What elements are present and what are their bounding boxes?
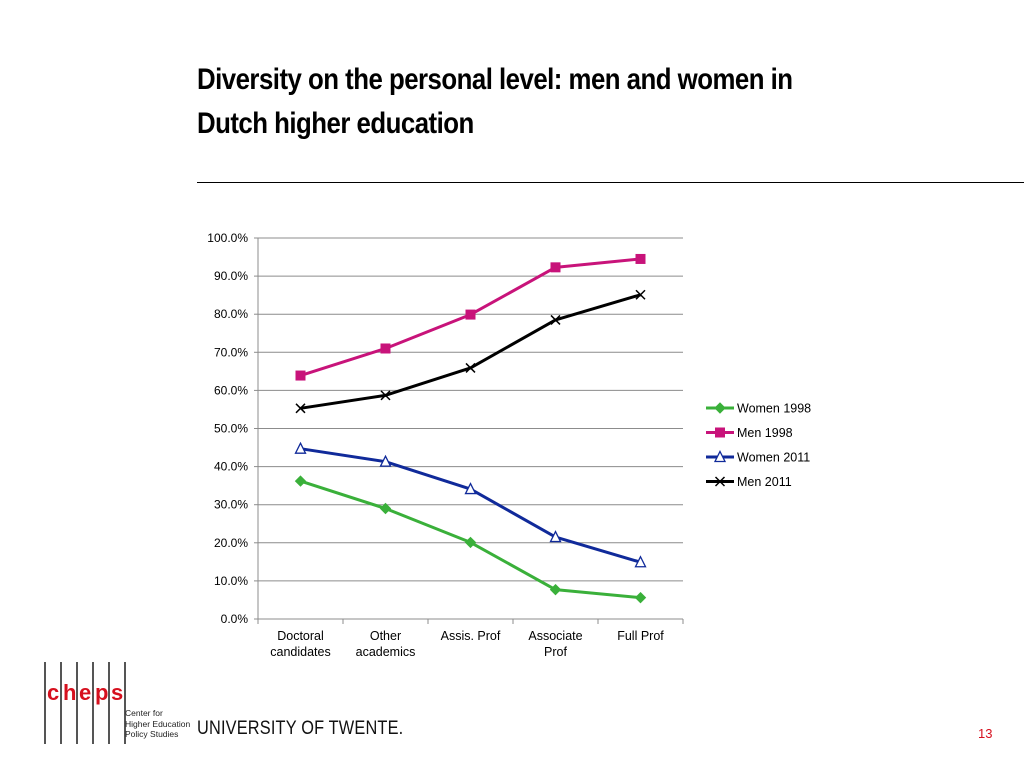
y-tick-label: 90.0% [214,269,248,283]
logo-bar [108,662,110,744]
y-tick-label: 50.0% [214,422,248,436]
data-point [380,343,391,354]
legend-label: Men 2011 [737,475,792,489]
legend-marker [714,476,726,487]
legend-label: Men 1998 [737,426,793,440]
data-point [550,314,561,325]
legend-marker [714,402,726,414]
logo-letter: e [79,680,92,705]
data-point [549,583,562,596]
data-point [549,530,562,543]
y-tick-label: 100.0% [207,231,248,245]
title-divider [197,182,1024,183]
data-point [464,482,477,495]
data-point [379,502,392,515]
university-name: UNIVERSITY OF TWENTE. [197,718,404,739]
x-tick-label: Doctoral candidates [270,629,330,659]
data-point [295,370,306,381]
page-number: 13 [978,726,993,741]
y-tick-label: 0.0% [221,612,249,626]
y-tick-label: 40.0% [214,460,248,474]
logo-letter: h [63,680,77,705]
logo-bar [124,662,126,744]
data-point [294,475,307,487]
x-tick-label: Associate Prof [528,629,582,659]
y-tick-label: 80.0% [214,307,248,321]
legend-marker [713,450,727,463]
data-point [379,454,392,467]
data-point [550,262,561,273]
logo-bar [60,662,62,744]
y-tick-label: 30.0% [214,498,248,512]
y-tick-label: 20.0% [214,536,248,550]
data-point [635,253,646,264]
x-tick-label: Assis. Prof [441,629,501,643]
logo-subtitle: Center for Higher Education Policy Studi… [125,708,191,739]
legend-label: Women 1998 [737,402,811,416]
data-point [634,591,647,604]
logo-bar [76,662,78,744]
logo-letter: s [111,680,124,705]
data-point [634,555,647,568]
logo-bar [44,662,46,744]
data-point [635,289,646,300]
logo-letter: p [95,680,109,705]
logo-bar [92,662,94,744]
legend-marker [715,427,725,438]
data-point [464,536,477,549]
data-point [294,441,307,454]
y-tick-label: 10.0% [214,574,248,588]
legend-label: Women 2011 [737,451,810,465]
data-point [465,362,476,373]
x-tick-label: Other academics [356,629,416,659]
x-tick-label: Full Prof [617,629,664,643]
data-point [380,390,391,401]
y-tick-label: 60.0% [214,383,248,397]
data-point [465,309,476,320]
logo-letter: c [47,680,60,705]
data-point [295,403,306,414]
slide-title: Diversity on the personal level: men and… [197,63,793,140]
y-tick-label: 70.0% [214,345,248,359]
